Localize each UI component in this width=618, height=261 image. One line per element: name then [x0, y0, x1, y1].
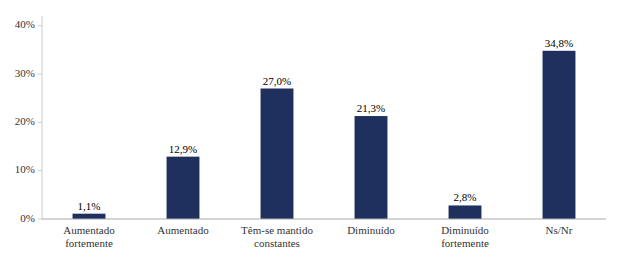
x-tick-label: Têm-se mantidoconstantes	[241, 224, 313, 249]
y-tick	[38, 170, 42, 171]
y-tick-label: 0%	[20, 212, 35, 224]
chart: 0% 10% 20% 30% 40% 1,1% 12,9% 27,0% 21,3% 2,8% 34,…	[0, 0, 618, 261]
data-label: 34,8%	[545, 37, 573, 49]
x-tick-label: Aumentado	[157, 224, 209, 236]
y-tick	[38, 25, 42, 26]
bar	[449, 205, 482, 219]
bar	[261, 89, 294, 220]
bar	[355, 116, 388, 219]
bars	[73, 51, 576, 219]
bar	[73, 214, 106, 219]
y-tick	[38, 219, 42, 220]
chart-container: 0% 10% 20% 30% 40% 1,1% 12,9% 27,0% 21,3% 2,8% 34,…	[0, 0, 618, 261]
data-label: 2,8%	[454, 191, 477, 203]
data-label: 1,1%	[78, 200, 101, 212]
x-tick-label: Diminuído	[347, 224, 395, 236]
x-axis-line	[42, 219, 606, 220]
y-tick-label: 40%	[15, 18, 35, 30]
y-tick	[38, 122, 42, 123]
data-label: 27,0%	[263, 75, 291, 87]
y-tick-label: 30%	[15, 67, 35, 79]
x-tick-label: Ns/Nr	[546, 224, 573, 236]
data-label: 12,9%	[169, 143, 197, 155]
x-tick-label: Aumentadofortemente	[63, 224, 115, 249]
data-label: 21,3%	[357, 102, 385, 114]
y-axis-line	[42, 16, 43, 219]
y-tick-label: 10%	[15, 163, 35, 175]
y-tick-label: 20%	[15, 115, 35, 127]
x-tick-label: Diminuídofortemente	[441, 224, 489, 249]
bar	[543, 51, 576, 219]
y-tick	[38, 74, 42, 75]
bar	[167, 157, 200, 219]
